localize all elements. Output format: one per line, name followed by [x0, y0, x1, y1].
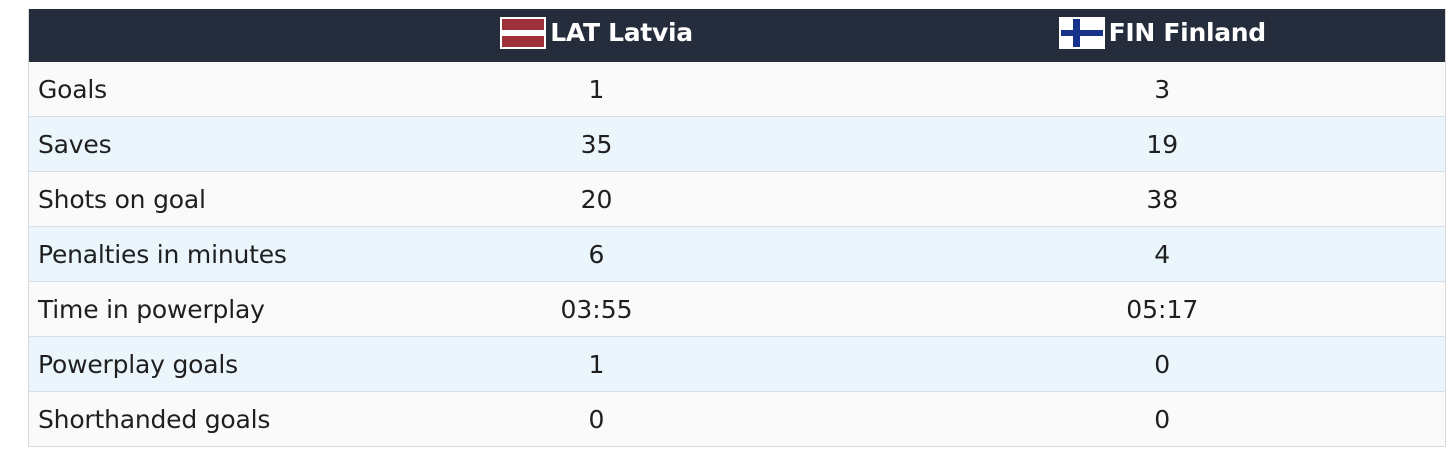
latvia-value: 35: [313, 116, 880, 172]
stat-label: Saves: [28, 116, 314, 172]
table-row-powerplay-goals: Powerplay goals 1 0: [28, 336, 1446, 392]
stat-label: Goals: [28, 62, 314, 117]
latvia-value: 6: [313, 226, 880, 282]
header-team-finland: FIN Finland: [879, 9, 1446, 62]
table-row-goals: Goals 1 3: [28, 62, 1446, 117]
latvia-value: 1: [313, 336, 880, 392]
team-latvia-name: LAT Latvia: [550, 18, 693, 47]
latvia-value: 0: [313, 391, 880, 447]
finland-value: 0: [879, 391, 1446, 447]
table-row-penalties: Penalties in minutes 6 4: [28, 226, 1446, 282]
table-header-row: LAT Latvia FIN Finland: [28, 9, 1446, 62]
finland-value: 38: [879, 171, 1446, 227]
finland-value: 4: [879, 226, 1446, 282]
finland-value: 0: [879, 336, 1446, 392]
team-finland-name: FIN Finland: [1108, 18, 1267, 47]
stat-label: Shots on goal: [28, 171, 314, 227]
latvia-value: 03:55: [313, 281, 880, 337]
stat-label: Powerplay goals: [28, 336, 314, 392]
table-row-shorthanded-goals: Shorthanded goals 0 0: [28, 391, 1446, 447]
table-row-time-in-powerplay: Time in powerplay 03:55 05:17: [28, 281, 1446, 337]
stat-label: Time in powerplay: [28, 281, 314, 337]
latvia-value: 1: [313, 62, 880, 117]
finland-value: 19: [879, 116, 1446, 172]
table-row-shots-on-goal: Shots on goal 20 38: [28, 171, 1446, 227]
header-team-latvia: LAT Latvia: [313, 9, 880, 62]
latvia-value: 20: [313, 171, 880, 227]
header-label-cell: [28, 9, 314, 62]
latvia-flag-icon: [500, 16, 547, 49]
finland-value: 05:17: [879, 281, 1446, 337]
stat-label: Shorthanded goals: [28, 391, 314, 447]
stat-label: Penalties in minutes: [28, 226, 314, 282]
finland-flag-icon: [1058, 16, 1105, 49]
table-row-saves: Saves 35 19: [28, 116, 1446, 172]
finland-value: 3: [879, 62, 1446, 117]
team-stats-table: LAT Latvia FIN Finland Goals 1 3 Saves 3…: [28, 9, 1446, 447]
